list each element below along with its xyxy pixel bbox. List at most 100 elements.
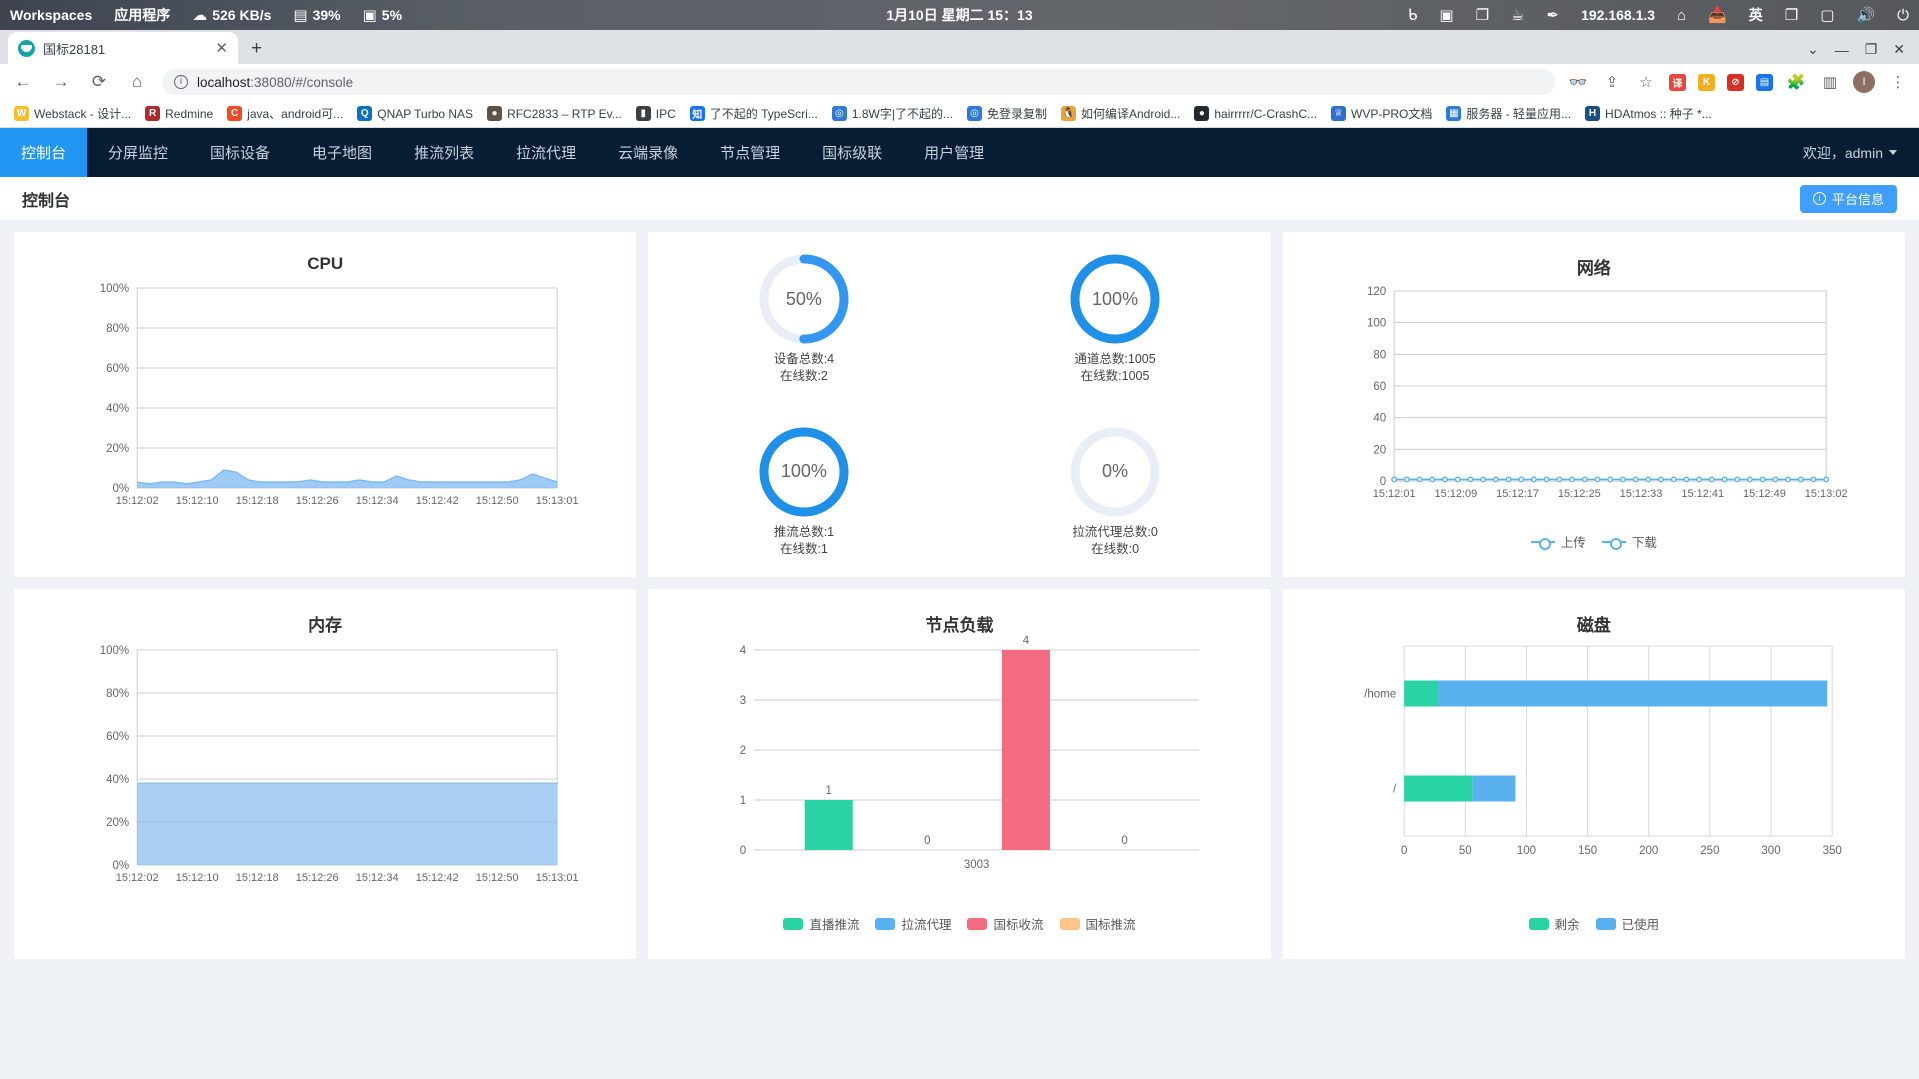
bookmark-item[interactable]: ▮ IPC bbox=[630, 103, 682, 124]
nav-item-0[interactable]: 控制台 bbox=[0, 128, 88, 177]
bookmark-item[interactable]: ▦ 服务器 - 轻量应用... bbox=[1440, 102, 1577, 125]
nav-item-1[interactable]: 分屏监控 bbox=[87, 128, 189, 177]
inbox-icon[interactable]: 📥 bbox=[1708, 6, 1727, 24]
screenshot-icon[interactable]: ▣ bbox=[1439, 6, 1454, 24]
power-icon[interactable]: ⏻ bbox=[1897, 6, 1909, 24]
bing-icon[interactable]: ᑲ bbox=[1407, 6, 1418, 24]
bookmark-item[interactable]: ● hairrrrr/C-CrashC... bbox=[1188, 103, 1323, 124]
nav-item-3[interactable]: 电子地图 bbox=[291, 128, 393, 177]
new-tab-button[interactable]: + bbox=[251, 38, 263, 59]
coffee-icon[interactable]: ☕ bbox=[1511, 6, 1525, 24]
bookmark-item[interactable]: 知了不起的 TypeScri... bbox=[684, 102, 824, 125]
nav-item-8[interactable]: 国标级联 bbox=[801, 128, 903, 177]
svg-text:0%: 0% bbox=[113, 860, 130, 872]
nav-item-6[interactable]: 云端录像 bbox=[597, 128, 699, 177]
svg-text:15:12:25: 15:12:25 bbox=[1558, 488, 1601, 500]
bookmark-item[interactable]: H HDAtmos :: 种子 *... bbox=[1579, 102, 1718, 125]
tab-search-icon[interactable]: ⌄ bbox=[1806, 41, 1819, 57]
legend-item[interactable]: 拉流代理 bbox=[875, 914, 951, 933]
nav-item-4[interactable]: 推流列表 bbox=[393, 128, 495, 177]
nav-item-9[interactable]: 用户管理 bbox=[903, 128, 1005, 177]
svg-text:15:12:26: 15:12:26 bbox=[296, 872, 339, 884]
window-restore-icon[interactable]: ❐ bbox=[1784, 6, 1799, 24]
back-icon[interactable]: ← bbox=[14, 72, 32, 91]
bookmark-favicon: ● bbox=[487, 106, 503, 121]
svg-text:20%: 20% bbox=[106, 443, 129, 455]
bookmark-item[interactable]: R Redmine bbox=[139, 103, 219, 124]
svg-text:15:12:49: 15:12:49 bbox=[1743, 488, 1786, 500]
close-window-button[interactable]: ✕ bbox=[1893, 41, 1905, 57]
legend-item[interactable]: 国标收流 bbox=[967, 914, 1044, 933]
block-ext-icon[interactable]: ⊘ bbox=[1727, 73, 1744, 91]
forward-icon[interactable]: → bbox=[52, 72, 70, 91]
bookmark-item[interactable]: Q QNAP Turbo NAS bbox=[351, 103, 479, 124]
legend-color-swatch bbox=[1059, 917, 1080, 930]
bookmark-star-icon[interactable]: ☆ bbox=[1639, 74, 1653, 91]
reload-icon[interactable]: ⟳ bbox=[91, 72, 107, 91]
legend-item[interactable]: 已使用 bbox=[1595, 914, 1659, 933]
bookmark-item[interactable]: 🐧 如何编译Android... bbox=[1055, 102, 1186, 125]
proxy-gauge-ring: 0% bbox=[1067, 424, 1163, 520]
bookmark-favicon: 🐧 bbox=[1060, 106, 1076, 121]
svg-text:15:12:17: 15:12:17 bbox=[1496, 488, 1539, 500]
minimize-button[interactable]: — bbox=[1834, 41, 1849, 58]
channel-gauge: 100% 通道总数:1005 在线数:1005 bbox=[959, 232, 1270, 405]
user-menu[interactable]: 欢迎，admin bbox=[1781, 128, 1919, 177]
home-icon[interactable]: ⌂ bbox=[131, 72, 143, 91]
memory-indicator[interactable]: ▣ 5% bbox=[363, 7, 402, 23]
workspaces-button[interactable]: Workspaces bbox=[10, 7, 92, 23]
keyword-ext-icon[interactable]: K bbox=[1698, 73, 1715, 91]
legend-color-swatch bbox=[1530, 537, 1555, 550]
nav-item-5[interactable]: 拉流代理 bbox=[495, 128, 597, 177]
bookmark-item[interactable]: ◎ 免登录复制 bbox=[961, 102, 1053, 125]
bookmark-favicon: ▦ bbox=[1446, 106, 1462, 121]
legend-color-swatch bbox=[875, 917, 896, 930]
maximize-icon[interactable]: ▢ bbox=[1820, 6, 1835, 24]
close-tab-icon[interactable]: ✕ bbox=[215, 40, 228, 57]
device-gauge-ring: 50% bbox=[756, 251, 852, 347]
applications-menu[interactable]: 应用程序 bbox=[114, 5, 170, 25]
disk-card-title: 磁盘 bbox=[1576, 616, 1611, 635]
bookmark-favicon: ◎ bbox=[831, 106, 847, 121]
legend-item[interactable]: 剩余 bbox=[1528, 914, 1580, 933]
puzzle-icon[interactable]: 🧩 bbox=[1786, 74, 1806, 91]
address-bar[interactable]: i localhost:38080/#/console bbox=[162, 69, 1555, 95]
bookmark-label: hairrrrr/C-CrashC... bbox=[1214, 106, 1318, 121]
share-icon[interactable]: ⇪ bbox=[1605, 74, 1619, 91]
user-greeting: 欢迎，admin bbox=[1802, 144, 1883, 161]
profile-avatar[interactable]: I bbox=[1853, 71, 1875, 93]
eyedropper-icon[interactable]: ✒ bbox=[1546, 6, 1560, 24]
glasses-icon[interactable]: 👓 bbox=[1568, 74, 1588, 91]
browser-menu-icon[interactable]: ⋮ bbox=[1890, 74, 1906, 91]
bookmark-item[interactable]: ● RFC2833 – RTP Ev... bbox=[481, 103, 628, 124]
network-speed-indicator[interactable]: ☁ 526 KB/s bbox=[192, 7, 271, 23]
site-info-icon[interactable]: i bbox=[174, 75, 188, 89]
nav-item-label: 电子地图 bbox=[312, 145, 373, 162]
legend-item[interactable]: 直播推流 bbox=[783, 914, 859, 933]
platform-info-button[interactable]: i 平台信息 bbox=[1799, 184, 1897, 213]
maximize-button[interactable]: ❐ bbox=[1864, 41, 1878, 57]
svg-text:15:12:18: 15:12:18 bbox=[236, 872, 279, 884]
bookmark-item[interactable]: ♕ WVP-PRO文档 bbox=[1325, 102, 1438, 125]
cpu-indicator[interactable]: ▤ 39% bbox=[293, 7, 340, 23]
svg-text:40%: 40% bbox=[106, 774, 129, 786]
note-ext-icon[interactable]: ▤ bbox=[1756, 73, 1773, 91]
channel-gauge-total: 通道总数:1005 bbox=[1074, 352, 1156, 367]
legend-item[interactable]: 下载 bbox=[1601, 532, 1657, 551]
proxy-gauge-percent: 0% bbox=[1102, 461, 1129, 482]
bookmark-item[interactable]: ◎ 1.8W字|了不起的... bbox=[826, 102, 959, 125]
bookmark-item[interactable]: W Webstack - 设计... bbox=[8, 102, 137, 125]
legend-item[interactable]: 国标推流 bbox=[1059, 914, 1136, 933]
side-panel-icon[interactable]: ▥ bbox=[1822, 74, 1838, 91]
nav-item-7[interactable]: 节点管理 bbox=[699, 128, 801, 177]
nav-item-label: 云端录像 bbox=[618, 145, 679, 162]
legend-item[interactable]: 上传 bbox=[1530, 532, 1586, 551]
copy-icon[interactable]: ❐ bbox=[1475, 6, 1490, 24]
home-icon[interactable]: ⌂ bbox=[1677, 6, 1687, 24]
volume-icon[interactable]: 🔊 bbox=[1856, 6, 1876, 24]
nav-item-2[interactable]: 国标设备 bbox=[189, 128, 291, 177]
browser-tab[interactable]: 国标28181 ✕ bbox=[8, 32, 238, 64]
input-language-indicator[interactable]: 英 bbox=[1748, 7, 1763, 23]
translate-ext-icon[interactable]: 译 bbox=[1669, 73, 1686, 91]
